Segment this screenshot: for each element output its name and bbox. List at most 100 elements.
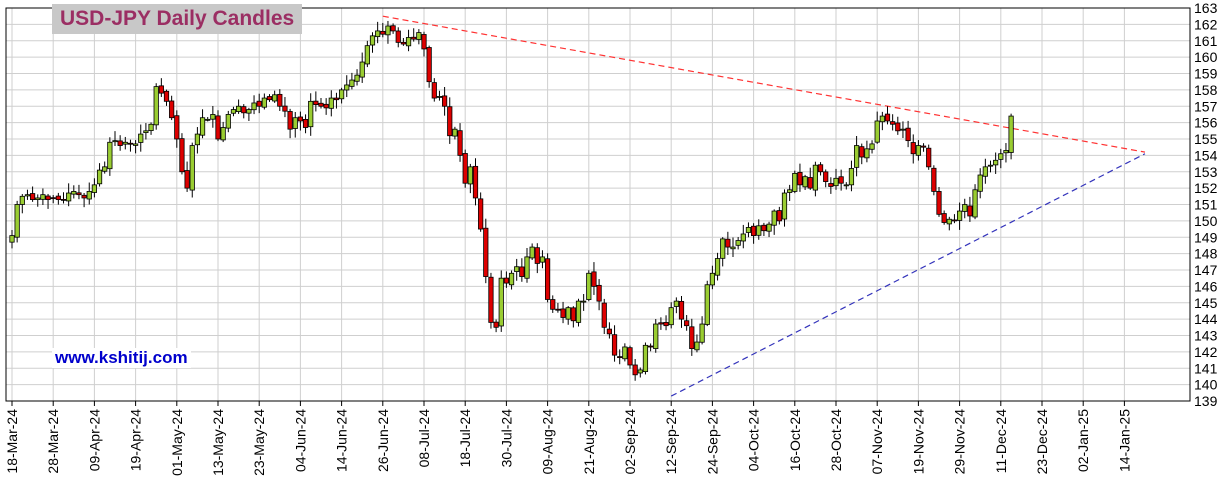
candle-body	[81, 194, 87, 199]
y-tick-label: 144	[1194, 311, 1218, 327]
x-tick-label: 08-Jul-24	[416, 409, 432, 468]
candle-body	[761, 224, 767, 232]
candle	[153, 83, 159, 130]
y-tick-label: 151	[1194, 197, 1218, 213]
candle-body	[637, 369, 643, 374]
candle	[472, 158, 479, 206]
candle	[498, 270, 504, 332]
candle-body	[632, 364, 638, 376]
candle	[848, 160, 855, 192]
candle-body	[107, 141, 113, 170]
candle-body	[282, 105, 288, 112]
candle-body	[519, 266, 525, 277]
candle-body	[848, 168, 855, 186]
candle	[812, 161, 819, 197]
candle	[235, 99, 242, 114]
candle	[411, 28, 417, 42]
candle	[910, 134, 916, 164]
candle	[277, 89, 283, 111]
candle-body	[560, 308, 566, 318]
candle-body	[895, 122, 901, 132]
candle	[344, 75, 350, 98]
candle-body	[153, 86, 159, 126]
y-tick-label: 140	[1194, 377, 1218, 393]
candle-body	[127, 142, 134, 145]
y-tick-label: 147	[1194, 262, 1218, 278]
candle-body	[400, 41, 407, 45]
candle	[66, 183, 72, 207]
candle-body	[859, 146, 865, 158]
candle	[828, 177, 834, 194]
y-tick-label: 161	[1194, 33, 1218, 49]
candle	[40, 188, 46, 205]
candle	[369, 32, 376, 53]
candle-body	[272, 94, 278, 102]
candle-body	[1008, 115, 1014, 153]
candle	[308, 93, 314, 136]
chart-grid	[6, 7, 1190, 402]
candle	[328, 90, 334, 117]
candle	[658, 317, 664, 330]
candle	[287, 108, 293, 139]
candle	[792, 170, 798, 194]
candle	[86, 182, 92, 205]
candle	[617, 349, 623, 365]
candle	[920, 143, 927, 152]
candle-body	[1003, 150, 1009, 154]
candle	[529, 243, 535, 260]
x-tick-label: 28-Mar-24	[45, 409, 61, 474]
candle	[189, 142, 195, 198]
candle-body	[658, 322, 664, 325]
candle-body	[699, 323, 705, 343]
candle-body	[292, 117, 298, 129]
y-tick-label: 148	[1194, 246, 1218, 262]
candle-body	[550, 299, 556, 310]
candle	[977, 168, 983, 199]
candle	[756, 219, 762, 240]
candle-body	[112, 140, 118, 143]
candle-body	[926, 147, 932, 168]
candle-body	[421, 34, 427, 50]
candle-body	[565, 307, 571, 320]
candle-body	[19, 195, 25, 205]
candle	[668, 302, 674, 329]
candle-body	[220, 127, 226, 141]
candle	[797, 163, 803, 192]
y-tick-label: 156	[1194, 115, 1218, 131]
candle	[854, 135, 860, 177]
candle	[596, 279, 602, 311]
x-tick-label: 11-Dec-24	[993, 409, 1009, 474]
y-tick-label: 158	[1194, 82, 1218, 98]
candle	[606, 322, 613, 339]
candle-body	[967, 205, 973, 217]
candle-body	[256, 100, 262, 107]
candle	[781, 189, 788, 227]
candle-body	[890, 121, 896, 125]
candle-body	[864, 148, 870, 159]
candle	[915, 140, 922, 161]
candle	[951, 214, 958, 224]
candle	[627, 345, 633, 369]
candle	[539, 250, 546, 269]
watermark-link[interactable]: www.kshitij.com	[52, 348, 191, 368]
candle-body	[514, 266, 520, 272]
x-tick-label: 19-Nov-24	[910, 409, 926, 475]
candle-body	[117, 140, 123, 146]
candle-body	[241, 106, 247, 114]
x-tick-label: 13-May-24	[210, 409, 226, 476]
candle	[972, 184, 978, 220]
y-tick-label: 159	[1194, 66, 1218, 82]
candle	[45, 193, 51, 209]
candle	[292, 111, 298, 138]
candle	[405, 29, 412, 52]
candle	[884, 106, 891, 125]
x-tick-label: 12-Sep-24	[663, 409, 679, 475]
candle-body	[704, 284, 710, 325]
candle-body	[467, 166, 473, 185]
candle-body	[843, 184, 849, 187]
candle	[215, 110, 221, 142]
candle-body	[318, 102, 324, 107]
candle	[55, 192, 61, 205]
candle-body	[66, 192, 72, 202]
